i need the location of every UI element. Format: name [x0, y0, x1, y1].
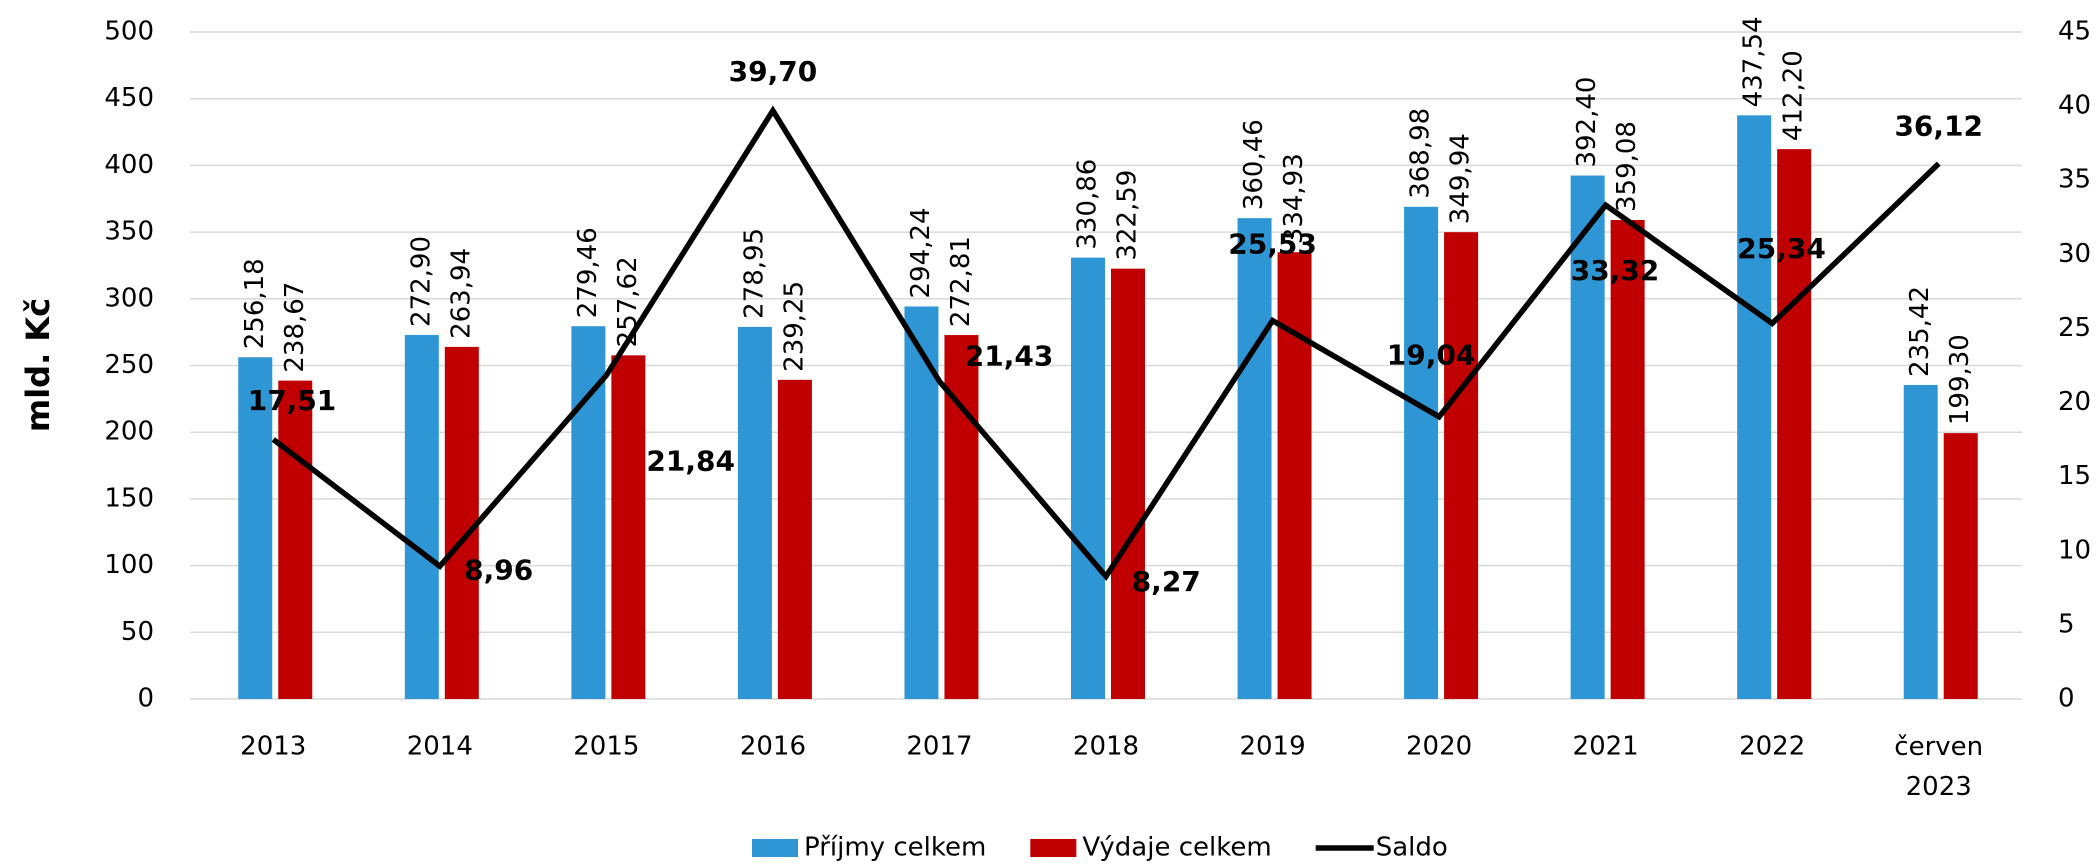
line-label: 36,12 — [1894, 109, 1983, 142]
line — [271, 105, 1941, 582]
line-label: 39,70 — [729, 55, 818, 88]
bar — [1570, 175, 1605, 700]
legend-swatch — [1030, 839, 1077, 857]
legend-label: Výdaje celkem — [1082, 833, 1271, 863]
x-tick-label: 2020 — [1406, 732, 1472, 762]
line-label: 25,53 — [1228, 228, 1317, 261]
x-tick-label: 2013 — [240, 732, 306, 762]
x-tick-label: 2016 — [740, 732, 806, 762]
bar — [777, 379, 812, 699]
bar — [1237, 218, 1272, 699]
y-tick-label: 400 — [104, 150, 154, 180]
legend-swatch — [752, 839, 798, 857]
y2-tick-label: 0 — [2058, 684, 2075, 714]
bar — [404, 334, 439, 699]
y2-tick-label: 5 — [2058, 609, 2075, 639]
data-label: 360,46 — [1239, 119, 1269, 210]
data-label: 412,20 — [1779, 50, 1809, 141]
y2-tick-label: 30 — [2058, 239, 2091, 269]
y-tick-label: 200 — [104, 417, 154, 447]
y-tick-label: 0 — [137, 684, 154, 714]
x-tick-label: 2014 — [407, 732, 473, 762]
data-label: 238,67 — [280, 282, 310, 373]
bar — [1903, 384, 1938, 699]
bar — [737, 326, 772, 699]
line-label: 33,32 — [1571, 254, 1660, 287]
y2-tick-label: 45 — [2058, 17, 2091, 47]
x-tick-label: 2019 — [1239, 732, 1305, 762]
line-label: 21,43 — [965, 339, 1054, 372]
data-label: 279,46 — [573, 227, 603, 318]
y-tick-label: 50 — [121, 617, 154, 647]
bar — [904, 306, 939, 699]
y-tick-label: 450 — [104, 83, 154, 113]
line-label: 25,34 — [1737, 232, 1826, 265]
line-label: 8,96 — [464, 554, 533, 587]
data-label: 334,93 — [1279, 153, 1309, 244]
y-tick-label: 100 — [104, 550, 154, 580]
data-label: 235,42 — [1905, 286, 1935, 377]
x-tick-label: 2017 — [906, 732, 972, 762]
y-tick-label: 150 — [104, 483, 154, 513]
y-tick-label: 300 — [104, 283, 154, 313]
x-tick-label: 2022 — [1739, 732, 1805, 762]
legend-label: Saldo — [1376, 833, 1448, 863]
data-label: 368,98 — [1406, 108, 1436, 199]
y-tick-label: 500 — [104, 17, 154, 47]
bar — [1111, 268, 1145, 699]
data-label: 239,25 — [779, 281, 809, 372]
y-tick-label: 250 — [104, 350, 154, 380]
bar — [1943, 433, 1978, 699]
bar — [571, 326, 606, 699]
line-label: 8,27 — [1132, 565, 1201, 598]
bar — [1071, 257, 1105, 699]
data-label: 257,62 — [613, 256, 643, 347]
data-label: 349,94 — [1446, 133, 1476, 224]
bar — [444, 346, 479, 699]
y2-tick-label: 40 — [2058, 91, 2091, 121]
y2-tick-label: 25 — [2058, 313, 2091, 343]
bar — [611, 355, 646, 699]
bar — [1777, 149, 1812, 700]
y2-tick-label: 35 — [2058, 165, 2091, 195]
bar — [1404, 206, 1439, 699]
data-label: 256,18 — [240, 258, 270, 349]
line-label: 19,04 — [1387, 339, 1476, 372]
data-label: 322,59 — [1113, 170, 1143, 261]
data-label: 359,08 — [1612, 121, 1642, 212]
x-tick-label: 2018 — [1073, 732, 1139, 762]
y2-tick-label: 20 — [2058, 387, 2091, 417]
data-label: 294,24 — [906, 207, 936, 298]
bar — [1610, 219, 1645, 699]
line-label: 21,84 — [646, 444, 735, 477]
data-label: 272,90 — [406, 236, 436, 327]
data-label: 437,54 — [1739, 16, 1769, 107]
data-label: 199,30 — [1945, 334, 1975, 425]
data-label: 330,86 — [1073, 159, 1103, 250]
bar — [1737, 115, 1772, 699]
data-label: 263,94 — [446, 248, 476, 339]
bar — [238, 357, 273, 699]
y2-tick-label: 15 — [2058, 461, 2091, 491]
data-label: 272,81 — [946, 236, 976, 327]
data-label: 278,95 — [739, 228, 769, 319]
y2-tick-label: 10 — [2058, 535, 2091, 565]
x-tick-label: 2021 — [1573, 732, 1639, 762]
x-tick-label: červen 2023 — [1894, 732, 1983, 802]
bar — [1277, 252, 1312, 700]
y-tick-label: 350 — [104, 217, 154, 247]
bar — [1444, 232, 1479, 699]
data-label: 392,40 — [1572, 77, 1602, 168]
bar — [278, 380, 313, 699]
legend-label: Příjmy celkem — [804, 833, 986, 863]
y-axis-label: mld. Kč — [19, 298, 57, 432]
line-label: 17,51 — [248, 384, 337, 417]
x-tick-label: 2015 — [573, 732, 639, 762]
